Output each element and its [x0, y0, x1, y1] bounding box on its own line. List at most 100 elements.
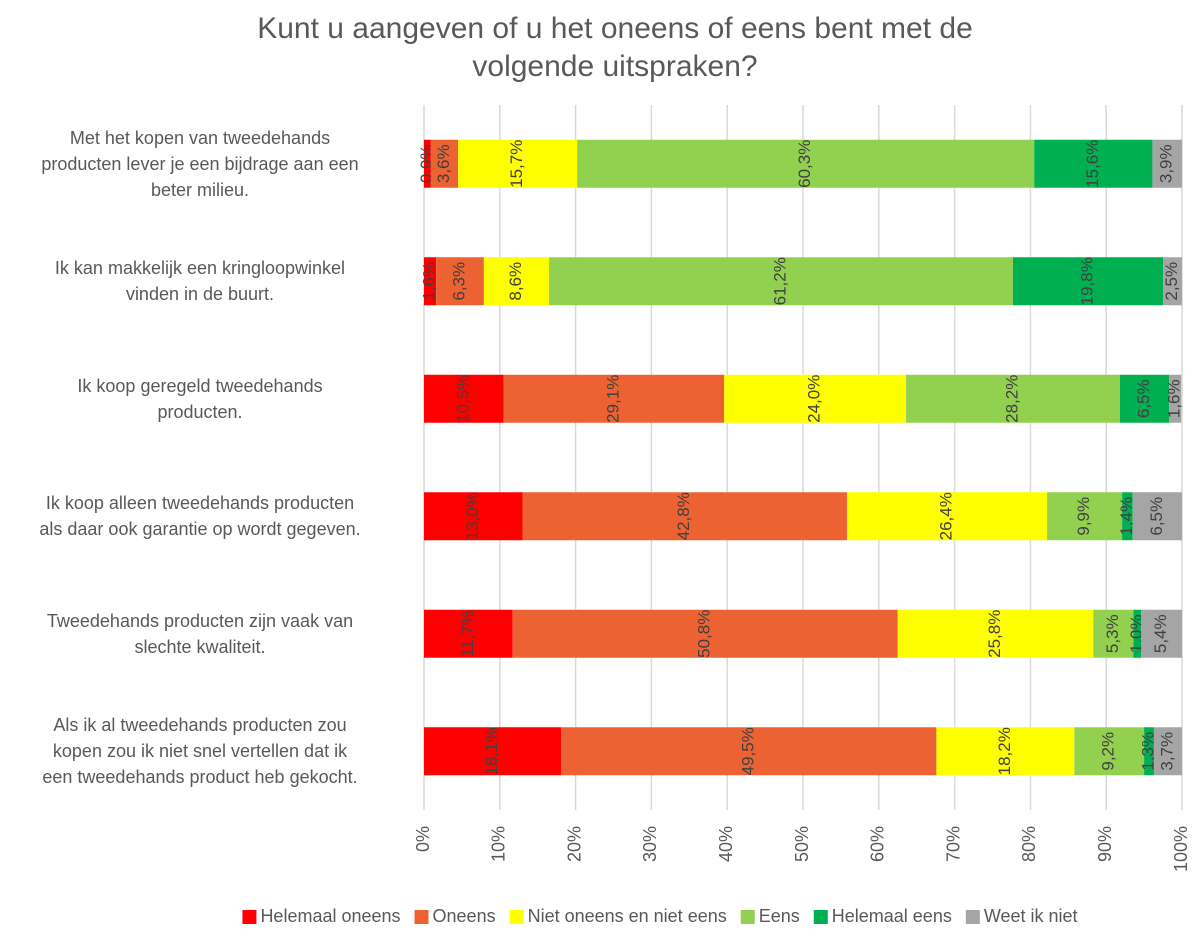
data-label: 6,5% — [1134, 379, 1153, 418]
data-label: 11,7% — [458, 610, 477, 657]
bar-segment — [1122, 492, 1133, 541]
legend-label: Niet oneens en niet eens — [528, 906, 727, 926]
y-tick-label: Met het kopen van tweedehands producten … — [41, 127, 359, 200]
data-label: 6,3% — [449, 262, 468, 301]
x-tick-label: 10% — [489, 826, 509, 862]
bar-segment — [424, 727, 562, 776]
bar-segment — [1012, 257, 1164, 306]
data-label: 28,2% — [1002, 375, 1021, 423]
legend-swatch — [242, 910, 257, 924]
legend-swatch — [740, 910, 755, 924]
bar-segment — [1034, 139, 1153, 188]
data-label: 5,3% — [1103, 614, 1122, 653]
bar-segment — [1133, 609, 1142, 658]
bar-segment — [1093, 609, 1134, 658]
y-tick-label: Ik koop alleen tweedehands producten als… — [39, 493, 361, 540]
bar-segment — [1074, 727, 1145, 776]
bar-segment — [424, 374, 504, 423]
data-label: 1,0% — [1127, 614, 1146, 653]
y-tick-label: Ik koop geregeld tweedehands producten. — [77, 375, 323, 422]
data-label: 18,1% — [482, 727, 501, 775]
bar-segment — [561, 727, 937, 776]
data-label: 50,8% — [695, 610, 714, 658]
data-label: 8,6% — [506, 262, 525, 301]
x-tick-label: 80% — [1019, 826, 1039, 862]
bar-segment — [512, 609, 898, 658]
x-tick-label: 90% — [1095, 826, 1115, 862]
x-tick-label: 20% — [564, 826, 584, 862]
data-label: 13,0% — [463, 492, 482, 540]
bar-segment — [424, 492, 523, 541]
data-label: 24,0% — [805, 375, 824, 423]
chart-title: Kunt u aangeven of u het oneens of eens … — [257, 12, 973, 83]
data-label: 3,7% — [1157, 732, 1176, 771]
x-tick-label: 70% — [943, 826, 963, 862]
bar-segment — [549, 257, 1013, 306]
y-tick-label: Tweedehands producten zijn vaak van slec… — [46, 610, 354, 657]
x-tick-label: 50% — [792, 826, 812, 862]
bar-segment — [936, 727, 1075, 776]
data-label: 15,7% — [507, 140, 526, 188]
bar-segment — [522, 492, 847, 541]
bar-segment — [1119, 374, 1170, 423]
data-label: 18,2% — [995, 727, 1014, 775]
data-label: 19,8% — [1077, 257, 1096, 305]
legend-swatch — [965, 910, 980, 924]
data-label: 49,5% — [738, 727, 757, 775]
bar-segment — [1141, 609, 1182, 658]
bar-segment — [424, 139, 431, 188]
bar-segment — [1163, 257, 1182, 306]
data-label: 10,5% — [453, 375, 472, 423]
data-label: 26,4% — [937, 492, 956, 540]
legend-swatch — [813, 910, 828, 924]
data-label: 1,6% — [1165, 379, 1184, 418]
y-tick-label: Ik kan makkelijk een kringloopwinkel vin… — [54, 258, 346, 305]
data-label: 1,4% — [1117, 497, 1136, 536]
legend-swatch — [509, 910, 524, 924]
data-label: 5,4% — [1151, 614, 1170, 653]
data-label: 6,5% — [1147, 497, 1166, 536]
bar-segment — [424, 609, 513, 658]
legend-label: Eens — [759, 906, 800, 926]
bar-segment — [458, 139, 578, 188]
bar-segment — [724, 374, 907, 423]
bar-segment — [1153, 727, 1182, 776]
legend-label: Oneens — [433, 906, 496, 926]
data-label: 25,8% — [985, 610, 1004, 658]
bar-segment — [1169, 374, 1182, 423]
data-label: 15,6% — [1083, 140, 1102, 188]
x-tick-label: 30% — [640, 826, 660, 862]
data-label: 61,2% — [771, 257, 790, 305]
data-label: 2,5% — [1162, 262, 1181, 301]
data-label: 1,3% — [1139, 732, 1158, 771]
bar-segment — [846, 492, 1048, 541]
data-label: 3,6% — [434, 144, 453, 183]
bar-segment — [436, 257, 484, 306]
x-tick-label: 60% — [868, 826, 888, 862]
bar-segment — [1132, 492, 1182, 541]
data-label: 60,3% — [795, 140, 814, 188]
x-tick-label: 40% — [716, 826, 736, 862]
x-tick-label: 100% — [1171, 826, 1191, 872]
bar-segment — [1047, 492, 1123, 541]
bar-segment — [424, 257, 437, 306]
legend-label: Weet ik niet — [984, 906, 1078, 926]
bar-segment — [1144, 727, 1154, 776]
bar-segment — [503, 374, 725, 423]
legend-label: Helemaal oneens — [260, 906, 400, 926]
bar-segment — [897, 609, 1094, 658]
x-tick-label: 0% — [413, 826, 433, 852]
legend-swatch — [414, 910, 429, 924]
bar-segment — [430, 139, 459, 188]
data-label: 9,9% — [1074, 497, 1093, 536]
bar-segment — [906, 374, 1120, 423]
data-label: 3,9% — [1157, 144, 1176, 183]
bar-segment — [1152, 139, 1182, 188]
data-label: 42,8% — [674, 492, 693, 540]
legend-label: Helemaal eens — [832, 906, 952, 926]
y-tick-label: Als ik al tweedehands producten zou kope… — [42, 715, 358, 788]
bar-segment — [483, 257, 550, 306]
data-label: 1,6% — [420, 262, 439, 301]
